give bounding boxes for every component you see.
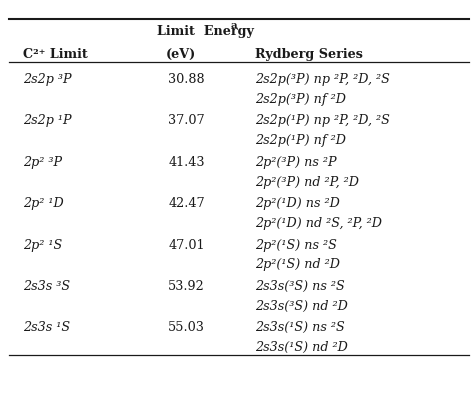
Text: 2s2p ³P: 2s2p ³P <box>23 73 72 86</box>
Text: 2s2p ¹P: 2s2p ¹P <box>23 115 72 127</box>
Text: 2p²(³P) nd ²P, ²D: 2p²(³P) nd ²P, ²D <box>255 176 359 189</box>
Text: 2s2p(¹P) np ²P, ²D, ²S: 2s2p(¹P) np ²P, ²D, ²S <box>255 115 390 127</box>
Text: 2s2p(³P) nf ²D: 2s2p(³P) nf ²D <box>255 93 346 106</box>
Text: 2p² ¹S: 2p² ¹S <box>23 239 63 252</box>
Text: 2p² ¹D: 2p² ¹D <box>23 197 64 210</box>
Text: 41.43: 41.43 <box>168 156 205 169</box>
Text: 2p²(¹D) ns ²D: 2p²(¹D) ns ²D <box>255 197 340 210</box>
Text: 2s3s(³S) ns ²S: 2s3s(³S) ns ²S <box>255 280 345 293</box>
Text: 2p²(³P) ns ²P: 2p²(³P) ns ²P <box>255 156 337 169</box>
Text: 2s3s ¹S: 2s3s ¹S <box>23 321 71 334</box>
Text: 2p²(¹S) ns ²S: 2p²(¹S) ns ²S <box>255 239 337 252</box>
Text: 37.07: 37.07 <box>168 115 205 127</box>
Text: 53.92: 53.92 <box>168 280 205 293</box>
Text: 55.03: 55.03 <box>168 321 205 334</box>
Text: 2s3s(¹S) ns ²S: 2s3s(¹S) ns ²S <box>255 321 345 334</box>
Text: 2s3s ³S: 2s3s ³S <box>23 280 71 293</box>
Text: Rydberg Series: Rydberg Series <box>255 48 364 61</box>
Text: Limit  Energy: Limit Energy <box>156 25 254 38</box>
Text: 2s3s(¹S) nd ²D: 2s3s(¹S) nd ²D <box>255 341 348 354</box>
Text: a: a <box>230 21 237 30</box>
Text: 47.01: 47.01 <box>168 239 205 252</box>
Text: 30.88: 30.88 <box>168 73 205 86</box>
Text: (eV): (eV) <box>166 48 196 61</box>
Text: 2p² ³P: 2p² ³P <box>23 156 63 169</box>
Text: 2s3s(³S) nd ²D: 2s3s(³S) nd ²D <box>255 300 348 313</box>
Text: 2s2p(¹P) nf ²D: 2s2p(¹P) nf ²D <box>255 134 346 147</box>
Text: 2p²(¹D) nd ²S, ²P, ²D: 2p²(¹D) nd ²S, ²P, ²D <box>255 217 383 230</box>
Text: 2s2p(³P) np ²P, ²D, ²S: 2s2p(³P) np ²P, ²D, ²S <box>255 73 390 86</box>
Text: C²⁺ Limit: C²⁺ Limit <box>23 48 88 61</box>
Text: 2p²(¹S) nd ²D: 2p²(¹S) nd ²D <box>255 259 340 271</box>
Text: 42.47: 42.47 <box>168 197 205 210</box>
